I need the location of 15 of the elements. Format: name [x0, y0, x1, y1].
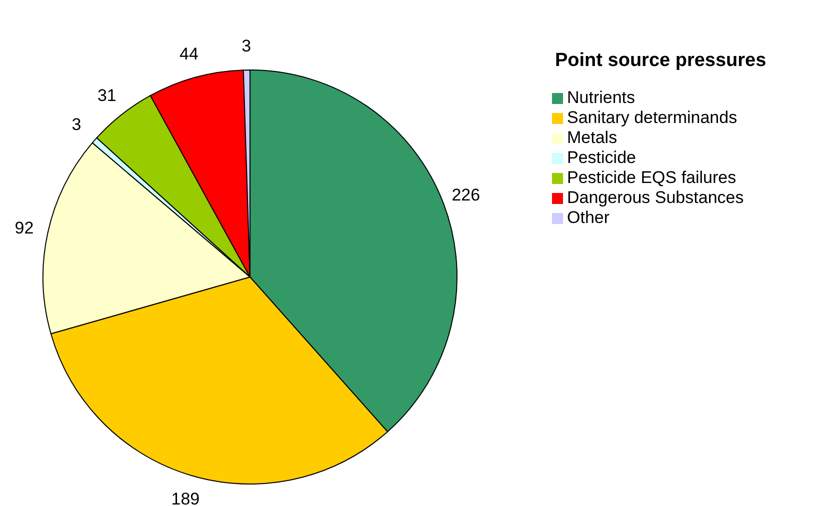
- data-label: 3: [72, 114, 82, 134]
- data-label: 3: [242, 36, 252, 56]
- legend-label: Metals: [567, 128, 618, 147]
- data-label: 31: [97, 86, 116, 106]
- data-label: 226: [452, 185, 480, 204]
- data-label: 189: [171, 489, 200, 506]
- legend-label: Sanitary determinands: [567, 108, 738, 127]
- data-label: 44: [180, 44, 198, 64]
- legend-label: Nutrients: [567, 88, 636, 107]
- legend-label: Other: [567, 208, 610, 227]
- legend-label: Dangerous Substances: [567, 188, 744, 207]
- legend-label: Pesticide: [567, 148, 636, 167]
- data-label: 92: [14, 218, 34, 238]
- legend-label: Pesticide EQS failures: [567, 168, 736, 187]
- legend-title: Point source pressures: [555, 50, 766, 72]
